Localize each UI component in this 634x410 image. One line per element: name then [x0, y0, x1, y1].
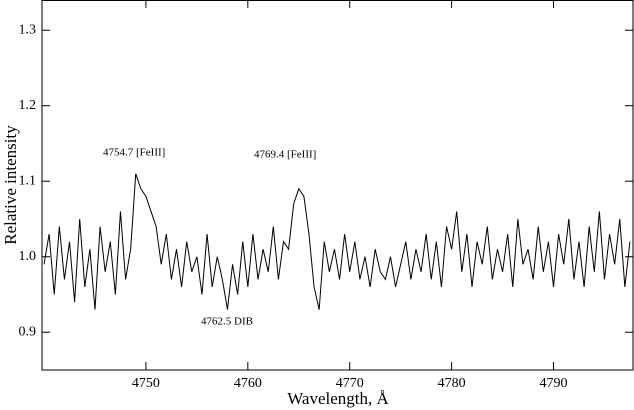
y-tick-label: 1.0	[19, 249, 37, 264]
spectrum-line	[43, 173, 631, 310]
y-axis-label: Relative intensity	[1, 125, 20, 245]
plot-frame	[41, 0, 634, 371]
y-tick-label: 1.2	[19, 98, 37, 113]
annotation: 4762.5 DIB	[201, 316, 253, 328]
y-tick-label: 1.3	[19, 22, 37, 37]
y-tick-label: 1.1	[19, 173, 37, 188]
annotation: 4769.4 [FeIII]	[254, 149, 316, 161]
x-tick-label: 4790	[540, 376, 568, 391]
x-tick-label: 4780	[438, 376, 466, 391]
y-tick-label: 0.9	[19, 324, 37, 339]
x-tick-label: 4760	[234, 376, 262, 391]
x-axis-label: Wavelength, Å	[287, 389, 389, 408]
x-tick-label: 4770	[336, 376, 364, 391]
x-tick-label: 4750	[132, 376, 160, 391]
annotation: 4754.7 [FeIII]	[103, 147, 165, 159]
